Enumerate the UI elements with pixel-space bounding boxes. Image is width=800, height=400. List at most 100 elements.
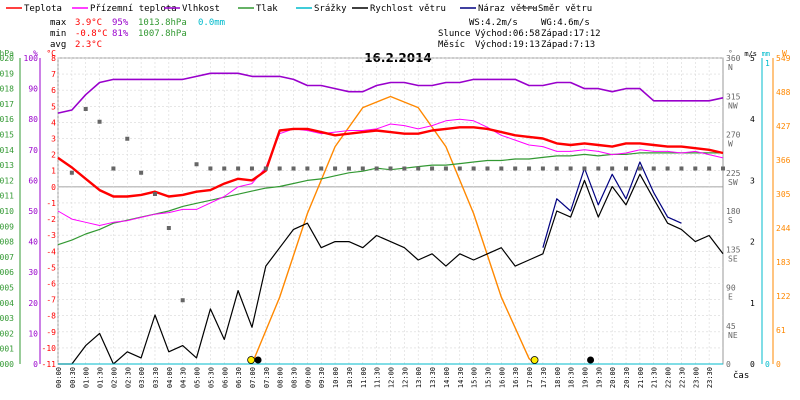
axis-unit-smer: °: [728, 49, 733, 58]
tick-x: 08:00: [277, 367, 285, 388]
marker-smer: [554, 166, 559, 171]
marker-smer: [402, 166, 407, 171]
tick-x: 01:30: [97, 367, 105, 388]
marker-smer: [693, 166, 698, 171]
tick-x: 07:30: [263, 367, 271, 388]
dir-SE: SE: [728, 254, 738, 263]
tick-x: 19:30: [595, 367, 603, 388]
tick-x: 17:00: [526, 367, 534, 388]
tick-slunce: 244: [776, 224, 791, 233]
axis-unit-slunce: W: [782, 49, 787, 58]
moonset-marker: [254, 356, 262, 364]
dir-N: N: [728, 63, 733, 72]
tick-x: 16:00: [498, 367, 506, 388]
stat-max-vlhkost: 95%: [112, 18, 129, 28]
tick-smer: 270: [726, 131, 741, 140]
tick-slunce: 0: [776, 360, 781, 369]
marker-smer: [83, 107, 88, 111]
tick-slunce: 488: [776, 88, 791, 97]
grid: [57, 57, 724, 365]
axis-unit-srazky: mm: [762, 50, 770, 58]
tick-x: 22:30: [678, 367, 686, 388]
marker-smer: [291, 166, 296, 171]
tick-x: 04:00: [166, 367, 174, 388]
marker-smer: [665, 166, 670, 171]
tick-tlak: 1018: [0, 85, 14, 94]
axes: hPa1020101910181017101610151014101310121…: [0, 49, 791, 388]
tick-smer: 45: [726, 322, 736, 331]
marker-smer: [194, 162, 199, 167]
tick-x: 10:30: [346, 367, 354, 388]
dir-S: S: [728, 216, 733, 225]
tick-teplota: 3: [51, 135, 56, 144]
marker-smer: [582, 166, 587, 171]
tick-teplota: -11: [42, 360, 57, 369]
marker-smer: [457, 166, 462, 171]
marker-smer: [596, 166, 601, 171]
moon-set: Západ:7:13: [541, 40, 595, 50]
sun-rise: Východ:06:58: [475, 29, 540, 39]
legend-label-smer: Směr větru: [538, 4, 592, 14]
tick-teplota: 0: [51, 183, 56, 192]
dir-W: W: [728, 140, 733, 149]
legend-label-naraz: Náraz větru: [478, 4, 538, 14]
stat-avg-teplota: 2.3°C: [75, 40, 102, 50]
marker-smer: [568, 166, 573, 171]
stat-max-srazky: 0.0mm: [198, 18, 225, 28]
tick-x: 00:00: [55, 367, 63, 388]
tick-vlhkost: 0: [33, 360, 38, 369]
tick-slunce: 427: [776, 122, 791, 131]
dir-SW: SW: [728, 178, 738, 187]
tick-tlak: 1004: [0, 299, 14, 308]
marker-smer: [610, 166, 615, 171]
tick-teplota: -8: [46, 312, 56, 321]
tick-smer: 0: [726, 360, 731, 369]
tick-smer: 90: [726, 284, 736, 293]
series-rychlost: [58, 173, 724, 365]
marker-smer: [111, 166, 116, 171]
stats-block: max 3.9°C 95% 1013.8hPa 0.0mm min -0.8°C…: [50, 18, 601, 50]
tick-x: 20:30: [623, 367, 631, 388]
tick-x: 06:30: [235, 367, 243, 388]
tick-x: 04:30: [180, 367, 188, 388]
tick-x: 23:00: [692, 367, 700, 388]
stat-min-label: min: [50, 29, 66, 39]
marker-smer: [208, 166, 213, 171]
stat-max-label: max: [50, 18, 67, 28]
series-slunce: [251, 95, 536, 365]
tick-x: 09:30: [318, 367, 326, 388]
marker-smer: [388, 166, 393, 171]
plot-area: [57, 72, 725, 365]
dir-NW: NW: [728, 101, 738, 110]
axis-unit-teplota: °C: [46, 49, 56, 58]
tick-teplota: 6: [51, 86, 56, 95]
marker-smer: [263, 166, 268, 171]
tick-teplota: -4: [46, 247, 56, 256]
axis-unit-tlak: hPa: [0, 49, 14, 58]
tick-teplota: -3: [46, 231, 56, 240]
sun-label: Slunce: [438, 29, 471, 39]
tick-tlak: 1007: [0, 253, 14, 262]
tick-vlhkost: 80: [28, 115, 38, 124]
moon-rise: Východ:19:13: [475, 40, 540, 50]
tick-tlak: 1020: [0, 54, 14, 63]
tick-teplota: -10: [42, 344, 57, 353]
marker-smer: [152, 192, 157, 196]
tick-x: 06:00: [221, 367, 229, 388]
tick-x: 23:30: [706, 367, 714, 388]
tick-x: 12:30: [401, 367, 409, 388]
marker-smer: [679, 166, 684, 171]
tick-teplota: 8: [51, 54, 56, 63]
tick-slunce: 61: [776, 326, 786, 335]
sun-set: Západ:17:12: [541, 29, 601, 39]
wind-wg: WG:4.6m/s: [541, 18, 590, 28]
marker-smer: [540, 166, 545, 171]
marker-smer: [651, 166, 656, 171]
tick-vlhkost: 100: [24, 54, 39, 63]
marker-smer: [97, 119, 102, 124]
tick-rychlost: 1: [750, 299, 755, 308]
legend-label-teplota: Teplota: [24, 4, 62, 14]
